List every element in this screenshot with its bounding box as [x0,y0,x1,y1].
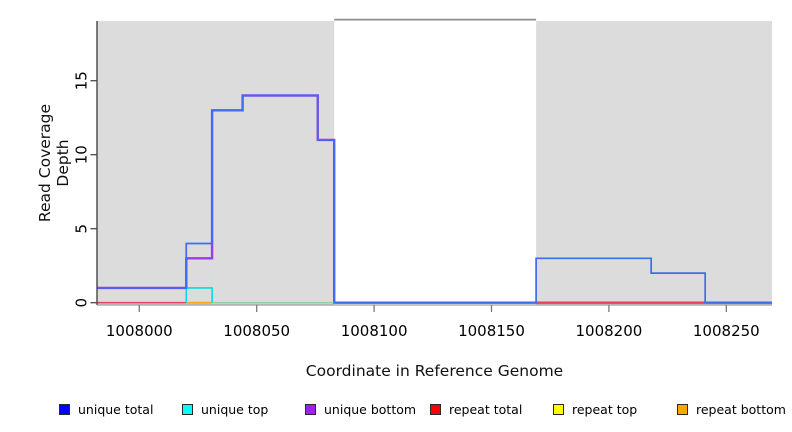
legend-swatch [305,403,316,415]
masked-region [97,21,335,305]
legend-item-unique-top: unique top [182,398,268,420]
x-tick-label: 1008200 [575,322,642,340]
legend-swatch [677,403,688,415]
x-tick-label: 1008000 [106,322,173,340]
x-tick-label: 1008250 [693,322,760,340]
y-tick-label: 5 [72,224,90,234]
legend-label: unique top [201,401,269,417]
legend-item-unique-total: unique total [59,398,153,420]
legend-label: unique total [78,401,154,417]
y-tick-label: 15 [72,71,90,90]
x-tick-label: 1008100 [341,322,408,340]
legend-item-unique-bottom: unique bottom [305,398,416,420]
series-line-unique-top [185,287,213,303]
legend-label: unique bottom [324,401,417,417]
legend-label: repeat total [449,401,523,417]
x-tick-label: 1008050 [223,322,290,340]
y-tick-label: 10 [72,145,90,164]
series-line-unique-total [97,94,772,304]
y-axis-label: Read Coverage Depth [36,103,72,223]
legend-swatch [553,403,564,415]
x-axis-label: Coordinate in Reference Genome [305,362,564,380]
y-tick-label: 0 [72,298,90,308]
legend-label: repeat bottom [696,401,786,417]
masked-region [536,21,772,305]
legend-swatch [430,403,441,415]
legend-item-repeat-bottom: repeat bottom [677,398,786,420]
x-tick-label: 1008150 [458,322,525,340]
legend-label: repeat top [572,401,638,417]
legend-swatch [59,403,70,415]
legend-swatch [182,403,193,415]
legend-item-repeat-total: repeat total [430,398,522,420]
legend: unique total unique top unique bottom repea… [0,398,792,424]
legend-item-repeat-top: repeat top [553,398,637,420]
